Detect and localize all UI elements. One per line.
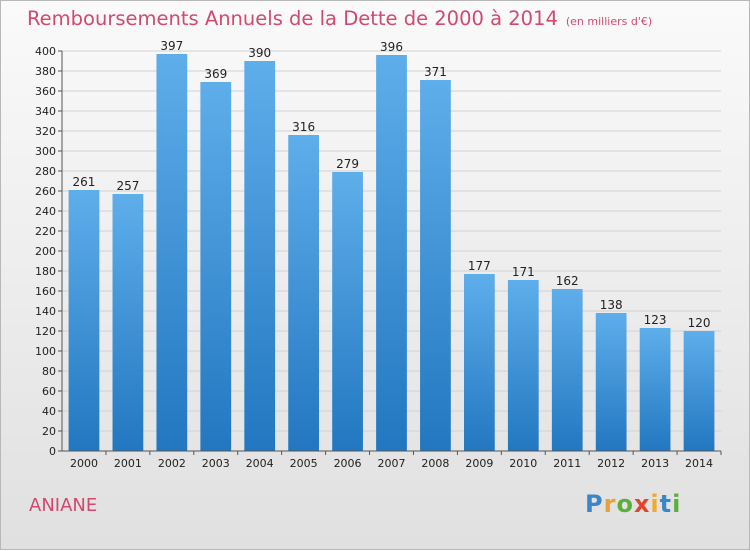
y-tick-label: 160 (35, 285, 56, 298)
data-label: 177 (468, 259, 491, 273)
bar (332, 172, 363, 451)
data-label: 279 (336, 157, 359, 171)
y-tick-label: 100 (35, 345, 56, 358)
y-tick-label: 220 (35, 225, 56, 238)
data-label: 369 (204, 67, 227, 81)
data-label: 123 (644, 313, 667, 327)
x-tick-label: 2012 (597, 457, 625, 470)
chart-title-text: Remboursements Annuels de la Dette de 20… (27, 7, 558, 30)
data-label: 162 (556, 274, 579, 288)
data-label: 316 (292, 120, 315, 134)
y-tick-label: 40 (42, 405, 56, 418)
bar (507, 280, 539, 451)
y-tick-label: 0 (49, 445, 56, 458)
bars (68, 54, 715, 451)
data-label: 397 (160, 39, 183, 53)
y-tick-label: 240 (35, 205, 56, 218)
bar (639, 328, 671, 451)
bar (200, 82, 232, 451)
x-tick-label: 2010 (509, 457, 537, 470)
y-tick-label: 140 (35, 305, 56, 318)
x-tick-label: 2008 (421, 457, 449, 470)
x-tick-label: 2005 (290, 457, 318, 470)
y-tick-label: 380 (35, 65, 56, 78)
y-tick-label: 20 (42, 425, 56, 438)
x-tick-label: 2002 (158, 457, 186, 470)
x-tick-label: 2006 (334, 457, 362, 470)
x-tick-label: 2003 (202, 457, 230, 470)
bar (420, 80, 451, 451)
bar (156, 54, 188, 451)
data-label: 261 (73, 175, 96, 189)
unit-label: (en milliers d'€) (565, 15, 653, 28)
data-label: 120 (688, 316, 711, 330)
bar (112, 194, 144, 451)
bar (68, 190, 100, 451)
y-tick-label: 340 (35, 105, 56, 118)
y-tick-label: 60 (42, 385, 56, 398)
x-tick-label: 2013 (641, 457, 669, 470)
y-tick-label: 120 (35, 325, 56, 338)
y-tick-label: 80 (42, 365, 56, 378)
y-tick-label: 360 (35, 85, 56, 98)
y-tick-label: 320 (35, 125, 56, 138)
bar (376, 55, 407, 451)
bar (244, 61, 276, 451)
data-label: 396 (380, 40, 403, 54)
bar (683, 331, 715, 451)
y-tick-label: 400 (35, 45, 56, 58)
data-label: 171 (512, 265, 535, 279)
y-tick-label: 300 (35, 145, 56, 158)
y-tick-label: 200 (35, 245, 56, 258)
x-tick-label: 2014 (685, 457, 713, 470)
bar (595, 313, 627, 451)
value-labels: 261 257 397 369 390 316 279 396 371 177 171 162 138 1… (73, 39, 711, 330)
x-tick-label: 2004 (246, 457, 274, 470)
y-tick-label: 180 (35, 265, 56, 278)
axes: 0 20 40 60 80 100 120 140 160 180 200 220 240 260 280 3… (35, 45, 722, 470)
bar (551, 289, 583, 451)
data-label: 390 (248, 46, 271, 60)
data-label: 138 (600, 298, 623, 312)
bar (463, 274, 495, 451)
data-label: 257 (116, 179, 139, 193)
x-tick-label: 2011 (553, 457, 581, 470)
x-tick-label: 2009 (465, 457, 493, 470)
chart-title: Remboursements Annuels de la Dette de 20… (27, 7, 652, 30)
y-tick-label: 260 (35, 185, 56, 198)
proxiti-logo: Proxiti (585, 490, 682, 518)
y-tick-label: 280 (35, 165, 56, 178)
commune-name: ANIANE (29, 495, 98, 516)
bar (288, 135, 320, 451)
x-tick-label: 2001 (114, 457, 142, 470)
data-label: 371 (424, 65, 447, 79)
x-tick-label: 2007 (378, 457, 406, 470)
x-tick-label: 2000 (70, 457, 98, 470)
